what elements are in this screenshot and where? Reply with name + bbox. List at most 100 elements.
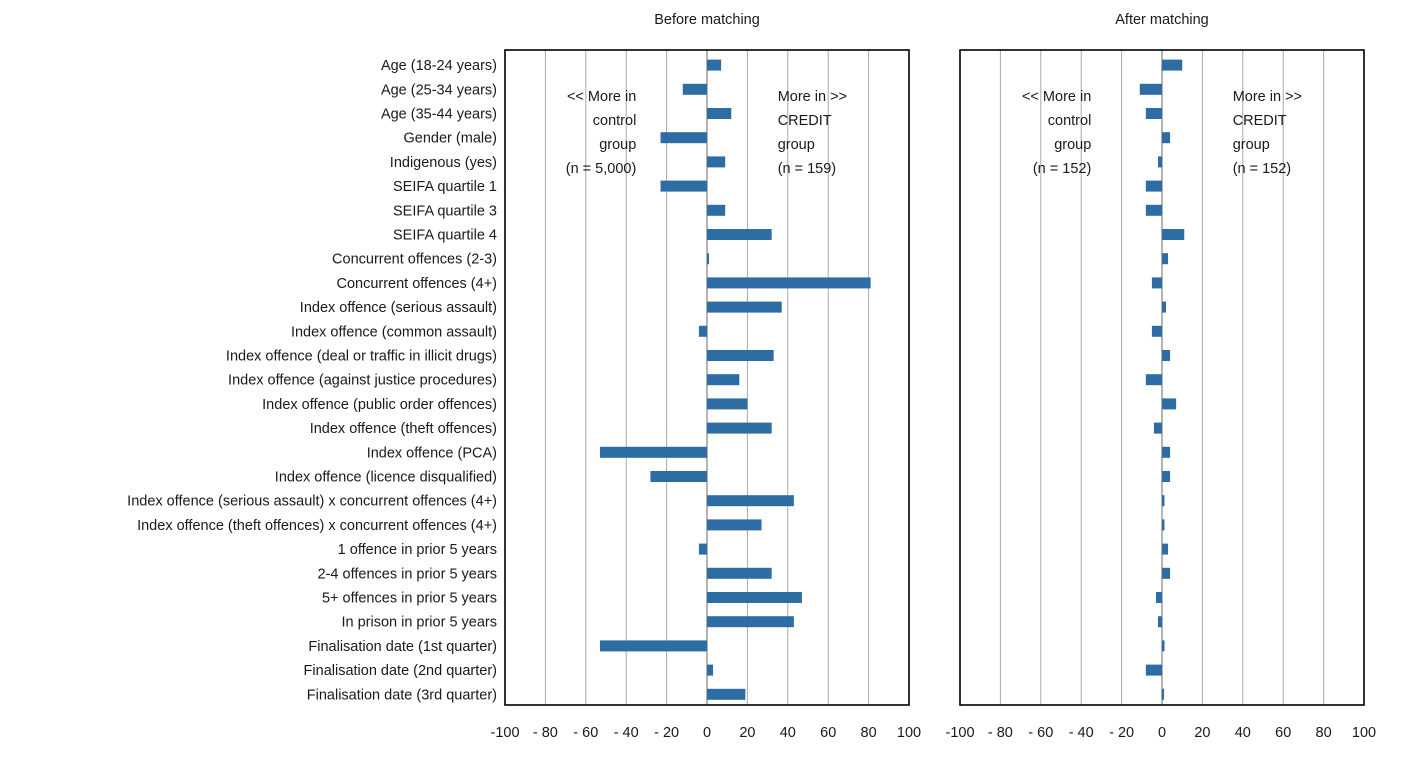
control-group-note: << More in	[567, 89, 636, 105]
credit-group-note: (n = 159)	[778, 161, 836, 177]
data-bar	[1145, 204, 1162, 216]
control-group-note: control	[593, 113, 637, 129]
data-bar	[1145, 664, 1162, 676]
panel-frame	[959, 49, 1365, 706]
category-label: SEIFA quartile 3	[393, 203, 497, 219]
category-label: Index offence (theft offences) x concurr…	[137, 518, 497, 534]
category-label: Age (35-44 years)	[381, 107, 497, 123]
data-bar	[707, 204, 726, 216]
data-bar	[707, 59, 722, 71]
x-tick-label: 60	[820, 725, 836, 741]
data-bar	[707, 277, 871, 289]
x-tick-label: - 80	[533, 725, 558, 741]
data-bar	[660, 132, 707, 144]
x-tick-label: - 20	[654, 725, 679, 741]
category-label: Gender (male)	[404, 131, 497, 147]
data-bar	[707, 664, 714, 676]
data-bar	[1162, 398, 1177, 410]
data-bar	[707, 616, 794, 628]
category-label: 5+ offences in prior 5 years	[322, 591, 497, 607]
data-bar	[1162, 495, 1165, 507]
data-bar	[1162, 301, 1167, 313]
control-group-note: group	[599, 137, 636, 153]
data-bar	[1162, 132, 1171, 144]
data-bar	[1151, 325, 1162, 337]
x-tick-label: - 60	[1028, 725, 1053, 741]
x-tick-label: - 60	[573, 725, 598, 741]
x-tick-label: -100	[945, 725, 974, 741]
data-bar	[707, 350, 774, 361]
category-label: Finalisation date (1st quarter)	[308, 639, 497, 655]
category-label: Concurrent offences (2-3)	[332, 252, 497, 268]
data-bar	[707, 156, 726, 168]
category-label: Index offence (theft offences)	[310, 421, 497, 437]
category-label: SEIFA quartile 4	[393, 228, 497, 244]
x-tick-label: 0	[1158, 725, 1166, 741]
category-label: Age (25-34 years)	[381, 82, 497, 98]
data-bar	[1145, 108, 1162, 119]
data-bar	[1153, 422, 1162, 434]
data-bar	[1157, 156, 1162, 168]
category-label: Concurrent offences (4+)	[336, 276, 497, 292]
data-bar	[1145, 374, 1162, 386]
data-bar	[660, 180, 707, 192]
category-label: In prison in prior 5 years	[341, 615, 497, 631]
panel-title: After matching	[1115, 12, 1209, 28]
control-group-note: (n = 5,000)	[566, 161, 637, 177]
data-bar	[1162, 640, 1165, 652]
credit-group-note: CREDIT	[1233, 113, 1287, 129]
category-label: Index offence (against justice procedure…	[228, 373, 497, 389]
x-tick-label: - 40	[1069, 725, 1094, 741]
data-bar	[1139, 83, 1162, 95]
data-bar	[707, 495, 794, 507]
data-bar	[1162, 229, 1185, 240]
x-tick-label: - 40	[614, 725, 639, 741]
category-label: Index offence (serious assault)	[300, 300, 497, 316]
x-tick-label: 80	[1316, 725, 1332, 741]
data-bar	[1162, 59, 1183, 71]
data-bar	[1151, 277, 1162, 289]
credit-group-note: CREDIT	[778, 113, 832, 129]
category-label: Index offence (serious assault) x concur…	[127, 494, 497, 510]
data-bar	[1162, 519, 1165, 531]
x-tick-label: -100	[490, 725, 519, 741]
category-label: SEIFA quartile 1	[393, 179, 497, 195]
control-group-note: (n = 152)	[1033, 161, 1091, 177]
data-bar	[707, 592, 802, 603]
data-bar	[698, 325, 707, 337]
control-group-note: control	[1048, 113, 1092, 129]
panel-title: Before matching	[654, 12, 760, 28]
x-tick-label: 40	[1235, 725, 1251, 741]
credit-group-note: (n = 152)	[1233, 161, 1291, 177]
category-label: 1 offence in prior 5 years	[338, 542, 497, 558]
category-label: Age (18-24 years)	[381, 58, 497, 74]
data-bar	[707, 229, 772, 240]
x-tick-label: 100	[897, 725, 921, 741]
data-bar	[1162, 471, 1171, 482]
credit-group-note: More in >>	[778, 89, 847, 105]
category-label: Index offence (common assault)	[291, 324, 497, 340]
credit-group-note: More in >>	[1233, 89, 1302, 105]
x-tick-label: 40	[780, 725, 796, 741]
data-bar	[650, 471, 707, 482]
credit-group-note: group	[778, 137, 815, 153]
x-tick-label: - 20	[1109, 725, 1134, 741]
category-label: Index offence (licence disqualified)	[275, 470, 497, 486]
data-bar	[707, 567, 772, 579]
category-label: Finalisation date (2nd quarter)	[304, 663, 497, 679]
category-label: Indigenous (yes)	[390, 155, 497, 171]
data-bar	[1162, 688, 1165, 700]
category-label: Finalisation date (3rd quarter)	[307, 687, 497, 703]
data-bar	[1162, 446, 1171, 458]
data-bar	[599, 446, 707, 458]
control-group-note: group	[1054, 137, 1091, 153]
data-bar	[707, 374, 740, 386]
data-bar	[707, 519, 762, 531]
x-tick-label: 80	[861, 725, 877, 741]
data-bar	[707, 688, 746, 700]
control-group-note: << More in	[1022, 89, 1091, 105]
panel-frame	[504, 49, 910, 706]
category-label: 2-4 offences in prior 5 years	[318, 566, 497, 582]
